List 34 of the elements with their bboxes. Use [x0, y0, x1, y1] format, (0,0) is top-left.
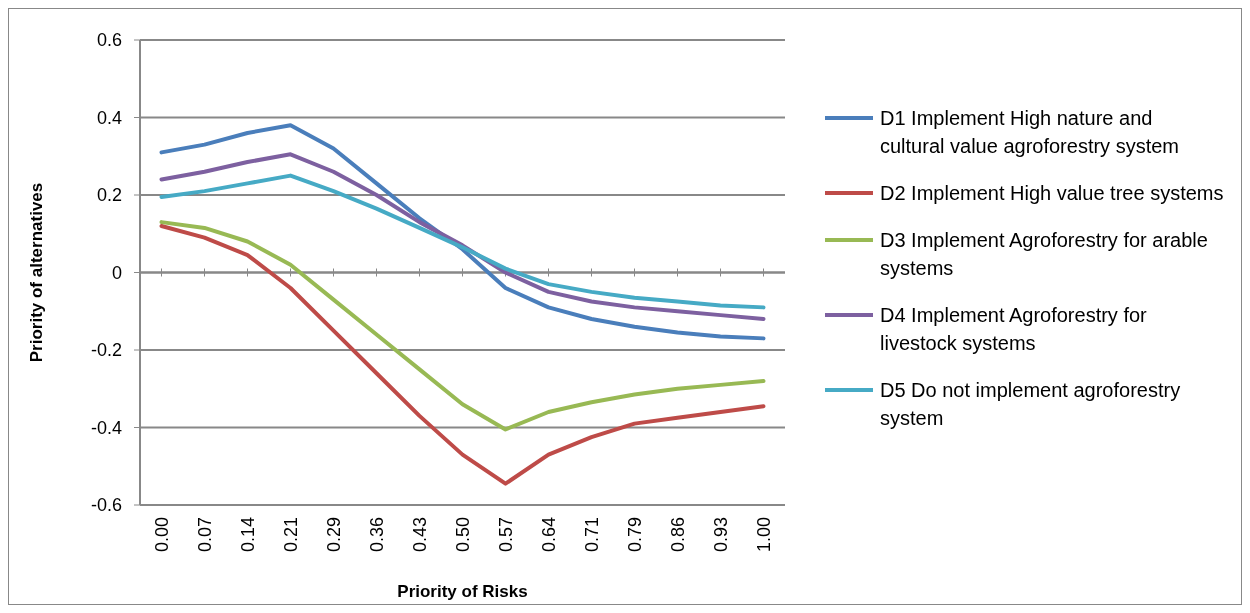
legend-label: D3 Implement Agroforestry for arable systems	[880, 229, 1208, 279]
y-tick-label: 0	[111, 262, 122, 283]
line-series	[159, 220, 766, 432]
x-axis-title: Priority of Risks	[397, 582, 528, 601]
x-tick-label: 0.07	[194, 517, 215, 553]
x-tick-label: 0.57	[495, 517, 516, 553]
y-tick-label: 0.6	[96, 30, 122, 51]
legend-label: D1 Implement High nature and cultural value agroforestry system	[880, 107, 1180, 157]
x-tick-label: 0.21	[280, 517, 301, 553]
x-tick-label: 0.50	[452, 517, 473, 553]
legend-label: D2 Implement High value tree systems	[880, 182, 1224, 204]
x-tick-label: 0.43	[409, 517, 430, 553]
y-tick-label: 0.2	[96, 185, 122, 206]
y-tick-label: -0.4	[90, 417, 122, 438]
y-tick-label: -0.6	[90, 495, 122, 516]
line-series	[159, 224, 766, 486]
x-tick-label: 0.36	[366, 517, 387, 553]
line-series	[159, 123, 766, 341]
y-axis-title: Priority of alternatives	[27, 182, 46, 363]
line-series	[159, 173, 766, 310]
x-tick-label: 0.79	[624, 517, 645, 553]
y-tick-label: -0.2	[90, 340, 122, 361]
x-tick-label: 0.86	[667, 517, 688, 553]
x-tick-label: 0.64	[538, 517, 559, 553]
legend-label: D4 Implement Agroforestry for livestock systems	[880, 304, 1148, 354]
y-tick-label: 0.4	[96, 107, 122, 128]
line-series	[159, 152, 766, 321]
x-tick-label: 0.93	[710, 517, 731, 553]
x-tick-label: 0.71	[581, 517, 602, 553]
x-tick-label: 0.29	[323, 517, 344, 553]
legend-label: D5 Do not implement agroforestry system	[880, 379, 1181, 429]
x-tick-label: 1.00	[753, 517, 774, 553]
x-tick-label: 0.00	[151, 517, 172, 553]
x-tick-label: 0.14	[237, 517, 258, 553]
